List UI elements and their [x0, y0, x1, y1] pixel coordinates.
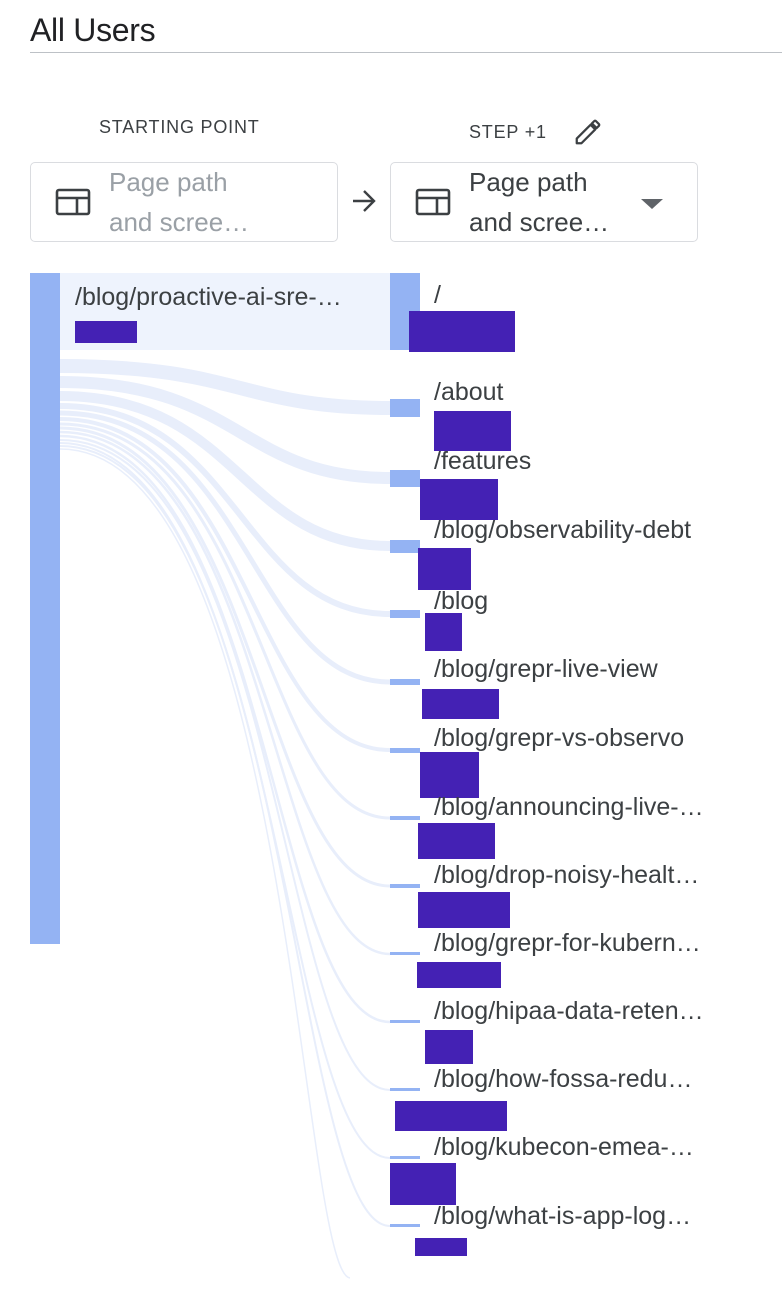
flow-to-about	[59, 359, 391, 415]
node-label-blog[interactable]: /blog	[434, 587, 489, 615]
node-count-redacted	[390, 1163, 456, 1205]
node-bar-drop-noisy-health	[390, 884, 420, 888]
node-label-observability-debt[interactable]: /blog/observability-debt	[434, 516, 692, 544]
node-bar-grepr-vs-observo	[390, 748, 420, 753]
node-count-redacted	[420, 752, 479, 798]
node-label-announcing-live[interactable]: /blog/announcing-live-…	[434, 793, 704, 821]
node-count-redacted	[415, 1238, 467, 1256]
step-dimension-value: Page path and scree…	[469, 167, 610, 237]
node-count-redacted	[395, 1101, 507, 1131]
starting-point-placeholder: Page path and scree…	[109, 167, 250, 237]
node-count-redacted	[417, 962, 501, 988]
dropdown-caret-icon	[641, 199, 663, 209]
node-count-redacted	[425, 1030, 473, 1064]
starting-node-count-redacted	[75, 321, 137, 343]
starting-node-label: /blog/proactive-ai-sre-…	[75, 283, 342, 311]
starting-node-bar	[30, 273, 60, 944]
node-label-hipaa-data-retention[interactable]: /blog/hipaa-data-reten…	[434, 997, 704, 1025]
flow-to-features	[59, 376, 391, 484]
segment-title: All Users	[30, 12, 156, 48]
node-label-how-fossa-reduced[interactable]: /blog/how-fossa-redu…	[434, 1065, 693, 1093]
node-bar-grepr-live-view	[390, 679, 420, 685]
flow-to-observability-debt	[59, 391, 391, 551]
node-label-root[interactable]: /	[434, 281, 441, 309]
flow-to-grepr-for-kubernetes	[59, 430, 391, 956]
flow-to-hipaa-data-retention	[59, 434, 391, 1024]
flow-to-blog	[59, 403, 391, 617]
node-count-redacted	[418, 548, 471, 590]
node-bar-grepr-for-kubernetes	[390, 952, 420, 955]
node-label-what-is-app-logging[interactable]: /blog/what-is-app-log…	[434, 1202, 692, 1230]
starting-point-header: STARTING POINT	[99, 117, 260, 137]
node-bar-blog	[390, 610, 420, 618]
step-header-label: STEP +1	[469, 121, 547, 142]
node-bar-announcing-live	[390, 816, 420, 820]
step-header: STEP +1	[469, 117, 603, 147]
starting-point-dimension-select[interactable]: Page path and scree…	[30, 162, 338, 242]
node-count-redacted	[418, 823, 495, 859]
flow-to-more	[59, 448, 351, 1279]
node-label-drop-noisy-health[interactable]: /blog/drop-noisy-healt…	[434, 861, 700, 889]
node-bar-hipaa-data-retention	[390, 1020, 420, 1023]
flow-to-drop-noisy-health	[59, 426, 391, 888]
node-count-redacted	[422, 689, 499, 719]
flow-to-announcing-live	[59, 422, 391, 820]
node-bar-about	[390, 399, 420, 417]
node-label-about[interactable]: /about	[434, 378, 504, 406]
node-bar-features	[390, 470, 420, 487]
node-count-redacted	[409, 311, 515, 352]
node-bar-what-is-app-logging	[390, 1224, 420, 1227]
node-label-grepr-vs-observo[interactable]: /blog/grepr-vs-observo	[434, 724, 685, 752]
flow-to-what-is-app-logging	[59, 445, 391, 1227]
node-label-kubecon-emea[interactable]: /blog/kubecon-emea-…	[434, 1133, 694, 1161]
node-label-features[interactable]: /features	[434, 447, 532, 475]
arrow-right-icon	[353, 190, 376, 212]
node-count-redacted	[425, 613, 462, 651]
web-page-icon	[55, 188, 91, 216]
flow-to-grepr-vs-observo	[59, 417, 391, 752]
node-label-grepr-live-view[interactable]: /blog/grepr-live-view	[434, 655, 658, 683]
flow-to-how-fossa-reduced	[59, 439, 391, 1091]
node-bar-how-fossa-reduced	[390, 1088, 420, 1091]
step-dimension-select[interactable]: Page path and scree…	[390, 162, 698, 242]
node-label-grepr-for-kubernetes[interactable]: /blog/grepr-for-kubern…	[434, 929, 701, 957]
starting-node[interactable]: /blog/proactive-ai-sre-…	[60, 273, 390, 350]
web-page-icon	[415, 188, 451, 216]
node-count-redacted	[418, 892, 510, 928]
node-count-redacted	[420, 479, 498, 520]
pencil-icon[interactable]	[573, 117, 603, 147]
node-count-redacted	[434, 411, 511, 451]
node-bar-kubecon-emea	[390, 1156, 420, 1159]
flow-to-grepr-live-view	[59, 410, 391, 685]
node-bar-observability-debt	[390, 540, 420, 553]
segment-divider	[30, 52, 782, 53]
